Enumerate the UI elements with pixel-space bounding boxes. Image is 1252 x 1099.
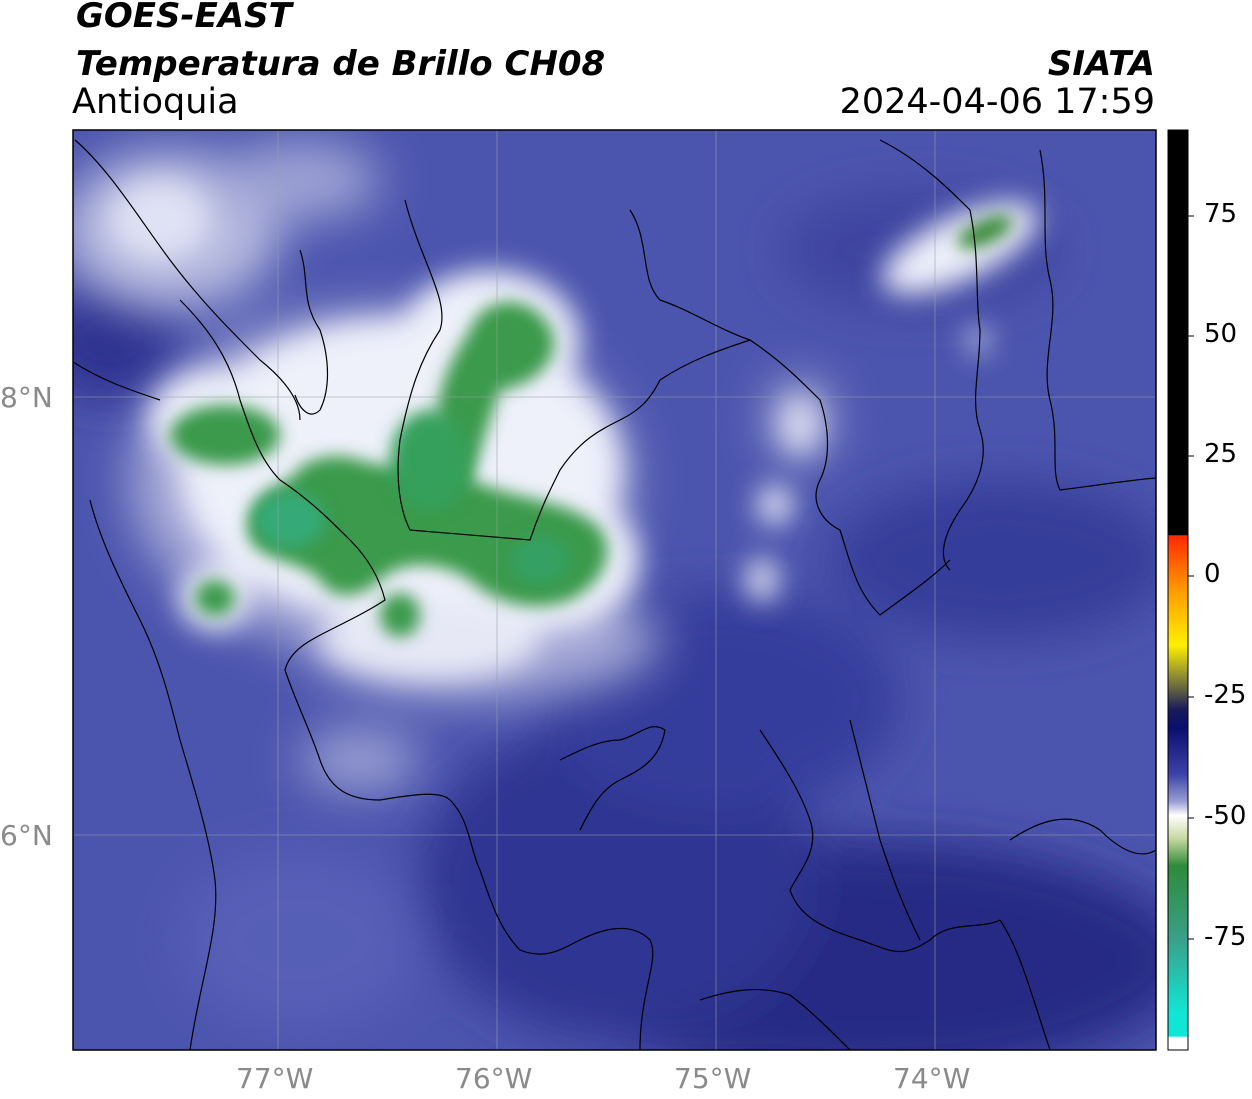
colorbar-label-50: 50: [1204, 319, 1238, 349]
lon-label-77w: 77°W: [236, 1062, 314, 1095]
map-field: [73, 130, 1156, 1050]
boundaries: [73, 139, 1156, 1050]
colorbar-label-25: 25: [1204, 439, 1238, 469]
lon-label-74w: 74°W: [893, 1062, 971, 1095]
lat-label-8n: 8°N: [0, 381, 53, 414]
datetime-label: 2024-04-06 17:59: [839, 82, 1155, 122]
colorbar-frame: [1167, 129, 1189, 1051]
colorbar-label-0: 0: [1204, 559, 1221, 589]
colorbar-label-75: 75: [1204, 199, 1238, 229]
lon-label-75w: 75°W: [674, 1062, 752, 1095]
graticule: [73, 130, 1156, 1050]
product-title: Temperatura de Brillo CH08: [76, 44, 606, 84]
cloud-cold-tops: [170, 215, 1013, 637]
colorbar-ticks: [1188, 215, 1194, 940]
map-frame: [72, 129, 1157, 1051]
region-label: Antioquia: [72, 82, 239, 122]
satellite-title: GOES-EAST: [76, 0, 292, 36]
colorbar-label-minus50: -50: [1204, 801, 1247, 831]
agency-label: SIATA: [1047, 44, 1155, 84]
colorbar-label-minus75: -75: [1204, 922, 1247, 952]
colorbar-gradient: [1168, 130, 1188, 1050]
colorbar-label-minus25: -25: [1204, 680, 1247, 710]
lon-label-76w: 76°W: [455, 1062, 533, 1095]
lat-label-6n: 6°N: [0, 819, 53, 852]
cloud-coldest-tops: [255, 410, 570, 585]
